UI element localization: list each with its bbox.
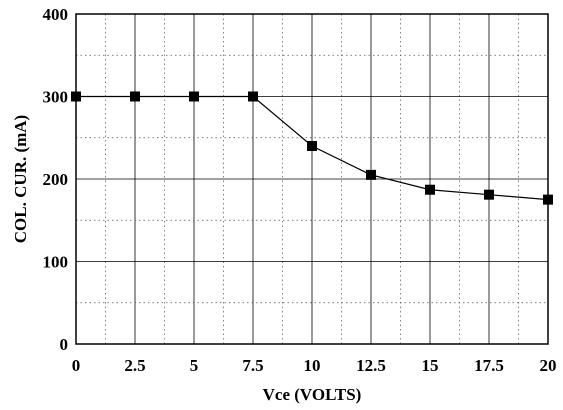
plot-frame <box>75 13 549 345</box>
x-tick-label: 10 <box>304 356 321 375</box>
y-tick-label: 400 <box>43 5 69 24</box>
x-tick-label: 12.5 <box>356 356 386 375</box>
data-point <box>484 189 494 200</box>
data-point <box>130 91 140 102</box>
grid <box>76 14 548 344</box>
data-point <box>248 91 258 102</box>
x-tick-label: 15 <box>422 356 439 375</box>
x-tick-label: 20 <box>540 356 557 375</box>
x-tick-label: 2.5 <box>124 356 145 375</box>
data-point <box>189 91 199 102</box>
x-axis-title: Vce (VOLTS) <box>263 385 362 404</box>
x-tick-label: 5 <box>190 356 199 375</box>
x-tick-label: 7.5 <box>242 356 263 375</box>
y-tick-label: 300 <box>43 88 69 107</box>
y-tick-label: 200 <box>43 170 69 189</box>
x-tick-label: 0 <box>72 356 81 375</box>
y-tick-label: 0 <box>60 335 69 354</box>
y-axis-title: COL. CUR. (mA) <box>11 115 30 243</box>
y-tick-label: 100 <box>43 253 69 272</box>
data-point <box>366 169 376 180</box>
data-point <box>425 184 435 195</box>
data-point <box>307 141 317 151</box>
x-tick-label: 17.5 <box>474 356 504 375</box>
